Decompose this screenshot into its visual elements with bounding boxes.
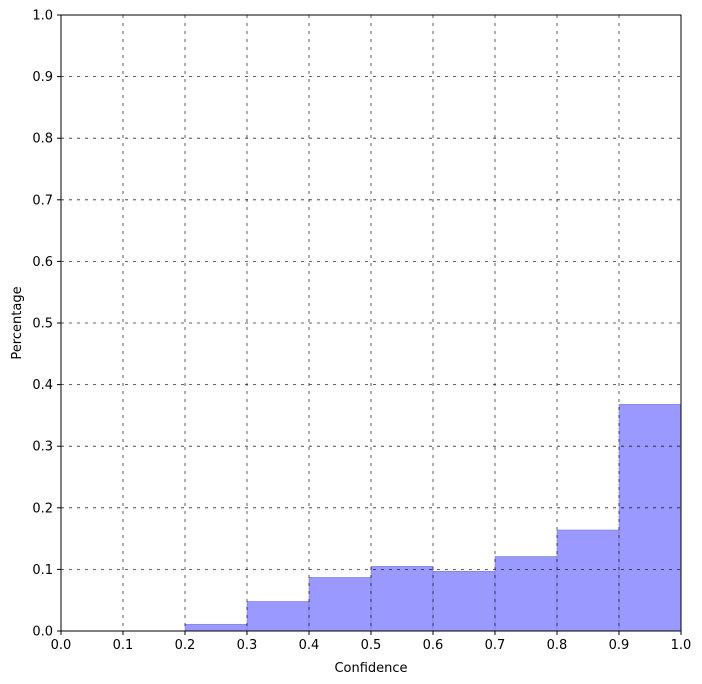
bar-bin-9 [618, 404, 682, 632]
y-tick-label-8: 0.8 [32, 132, 53, 147]
y-tick-label-10: 1.0 [32, 9, 53, 24]
x-axis-label: Confidence [334, 661, 407, 676]
y-tick-label-6: 0.6 [32, 255, 53, 270]
bar-bin-3 [246, 601, 310, 632]
x-tick-label-1: 0.1 [113, 638, 134, 653]
bar-bin-2 [184, 623, 248, 632]
x-tick-label-8: 0.8 [547, 638, 568, 653]
y-ticks-group: 0.0 0.1 0.2 0.3 0.4 0.5 0.6 0.7 0.8 0.9 1.0 [32, 9, 61, 640]
x-tick-label-5: 0.5 [361, 638, 382, 653]
x-ticks-group: 0.0 0.1 0.2 0.3 0.4 0.5 0.6 0.7 0.8 0.9 1.0 [51, 631, 692, 653]
y-tick-label-4: 0.4 [32, 378, 53, 393]
x-tick-label-0: 0.0 [51, 638, 72, 653]
y-tick-label-2: 0.2 [32, 501, 53, 516]
bar-bin-8 [556, 529, 620, 632]
y-axis-label: Percentage [10, 286, 25, 359]
bar-bin-7 [494, 556, 558, 632]
bar-bin-4 [308, 577, 372, 632]
x-tick-label-9: 0.9 [609, 638, 630, 653]
bars-group [184, 404, 682, 632]
x-tick-label-7: 0.7 [485, 638, 506, 653]
y-tick-label-0: 0.0 [32, 625, 53, 640]
bar-bin-6 [432, 570, 496, 632]
bar-bin-5 [370, 566, 434, 632]
x-tick-label-10: 1.0 [671, 638, 692, 653]
x-tick-label-6: 0.6 [423, 638, 444, 653]
y-tick-label-1: 0.1 [32, 563, 53, 578]
y-tick-label-9: 0.9 [32, 70, 53, 85]
x-tick-label-2: 0.2 [175, 638, 196, 653]
x-tick-label-4: 0.4 [299, 638, 320, 653]
y-tick-label-7: 0.7 [32, 193, 53, 208]
x-tick-label-3: 0.3 [237, 638, 258, 653]
y-tick-label-3: 0.3 [32, 440, 53, 455]
y-tick-label-5: 0.5 [32, 317, 53, 332]
